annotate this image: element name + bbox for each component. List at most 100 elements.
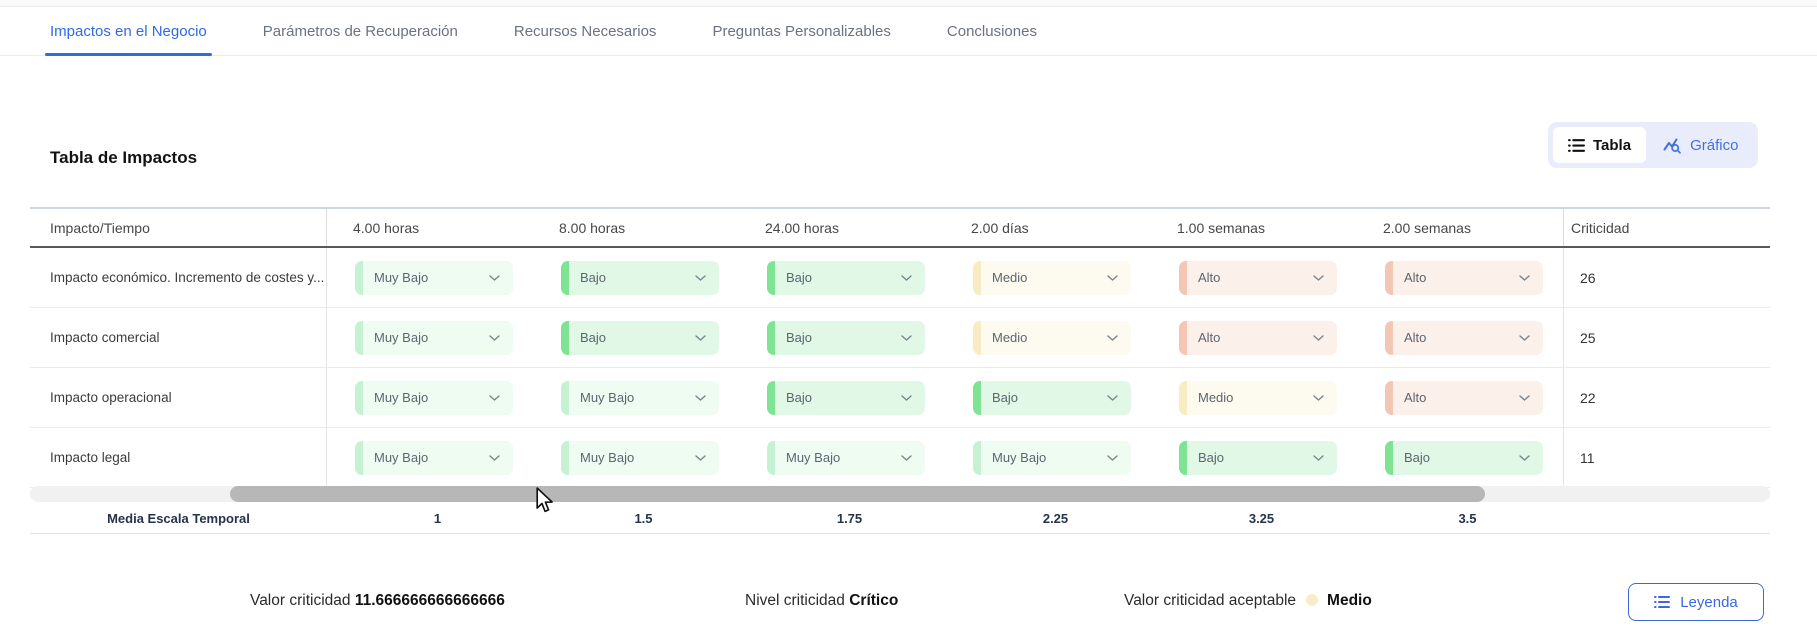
chevron-down-icon [1519,454,1530,461]
leyenda-label: Leyenda [1680,593,1738,611]
impact-level-value: Muy Bajo [374,450,429,465]
summary-label: Media Escala Temporal [107,510,250,526]
impact-level-select[interactable]: Medio [973,320,1131,355]
impact-level-select[interactable]: Bajo [767,380,925,415]
impact-level-select[interactable]: Muy Bajo [355,380,513,415]
criticidad-value: 11 [1563,428,1770,487]
chevron-down-icon [901,274,912,281]
col-header-2d: 2.00 días [971,219,1029,236]
impact-level-select[interactable]: Bajo [561,320,719,355]
criticidad-aceptable-stat: Valor criticidad aceptable Medio [1124,592,1372,610]
horizontal-scrollbar[interactable] [30,486,1770,502]
valor-criticidad-label: Valor criticidad [250,592,351,609]
chevron-down-icon [1519,394,1530,401]
impact-level-value: Muy Bajo [374,270,429,285]
leyenda-button[interactable]: Leyenda [1628,583,1764,621]
impact-level-value: Muy Bajo [786,450,841,465]
impact-row-label: Impacto legal [30,428,327,487]
chevron-down-icon [901,454,912,461]
impact-level-select[interactable]: Alto [1385,320,1543,355]
impact-level-select[interactable]: Bajo [561,260,719,295]
chart-view-button[interactable]: Gráfico [1648,127,1753,163]
impact-level-select[interactable]: Muy Bajo [355,320,513,355]
tab-impactos-en-el-negocio[interactable]: Impactos en el Negocio [45,7,212,56]
impact-level-select[interactable]: Bajo [973,380,1131,415]
table-header-row: Impacto/Tiempo 4.00 horas 8.00 horas 24.… [30,207,1770,248]
nivel-criticidad-label: Nivel criticidad [745,592,845,609]
impact-level-value: Bajo [580,270,607,285]
table-row: Impacto legal Muy Bajo Muy Bajo Muy Bajo… [30,428,1770,488]
chevron-down-icon [489,334,500,341]
chevron-down-icon [1313,394,1324,401]
impact-level-value: Bajo [786,390,813,405]
nivel-criticidad-value: Crítico [849,592,899,609]
tab-recursos-necesarios[interactable]: Recursos Necesarios [513,22,657,40]
scrollbar-thumb[interactable] [230,486,1485,502]
table-row: Impacto económico. Incremento de costes … [30,248,1770,308]
summary-value: 1 [433,510,442,526]
impact-level-select[interactable]: Muy Bajo [973,440,1131,475]
chevron-down-icon [901,394,912,401]
col-header-2w: 2.00 semanas [1383,219,1471,236]
impact-level-value: Alto [1404,390,1427,405]
impact-level-value: Muy Bajo [580,390,635,405]
chart-view-label: Gráfico [1690,136,1739,154]
impact-level-select[interactable]: Muy Bajo [355,440,513,475]
col-header-1w: 1.00 semanas [1177,219,1265,236]
impact-level-value: Bajo [786,330,813,345]
impact-level-value: Muy Bajo [580,450,635,465]
chevron-down-icon [1107,454,1118,461]
chevron-down-icon [489,454,500,461]
chevron-down-icon [695,334,706,341]
criticidad-value: 26 [1563,248,1770,307]
impact-level-select[interactable]: Bajo [1385,440,1543,475]
chevron-down-icon [1519,334,1530,341]
chevron-down-icon [1313,274,1324,281]
summary-value: 3.25 [1248,510,1275,526]
col-header-impacto-tiempo: Impacto/Tiempo [30,209,327,246]
impact-level-select[interactable]: Muy Bajo [561,380,719,415]
chevron-down-icon [695,454,706,461]
criticidad-value: 25 [1563,308,1770,367]
summary-value: 3.5 [1458,510,1477,526]
tab-parametros-de-recuperacion[interactable]: Parámetros de Recuperación [262,22,458,40]
impact-level-select[interactable]: Alto [1179,320,1337,355]
impact-level-select[interactable]: Bajo [767,260,925,295]
impact-level-select[interactable]: Bajo [1179,440,1337,475]
impact-level-select[interactable]: Muy Bajo [355,260,513,295]
impact-level-select[interactable]: Muy Bajo [561,440,719,475]
table-row: Impacto operacional Muy Bajo Muy Bajo Ba… [30,368,1770,428]
summary-value: 2.25 [1042,510,1069,526]
tab-preguntas-personalizables[interactable]: Preguntas Personalizables [712,22,891,40]
impact-level-select[interactable]: Medio [973,260,1131,295]
col-header-24h: 24.00 horas [765,219,839,236]
impact-level-select[interactable]: Alto [1179,260,1337,295]
impact-level-value: Alto [1198,330,1221,345]
media-escala-temporal-row: Media Escala Temporal 1 1.5 1.75 2.25 3.… [30,503,1770,534]
impact-row-label: Impacto comercial [30,308,327,367]
chevron-down-icon [1107,394,1118,401]
valor-criticidad-stat: Valor criticidad 11.666666666666666 [250,592,505,610]
impact-level-value: Alto [1404,330,1427,345]
chevron-down-icon [489,394,500,401]
table-view-button[interactable]: Tabla [1553,127,1647,163]
chevron-down-icon [489,274,500,281]
impact-level-select[interactable]: Medio [1179,380,1337,415]
page-title: Tabla de Impactos [50,148,198,167]
impact-level-value: Alto [1198,270,1221,285]
chevron-down-icon [1107,274,1118,281]
impact-level-value: Bajo [1404,450,1431,465]
impact-level-select[interactable]: Muy Bajo [767,440,925,475]
tab-conclusiones[interactable]: Conclusiones [946,22,1037,40]
chevron-down-icon [1107,334,1118,341]
nivel-criticidad-stat: Nivel criticidad Crítico [745,592,898,610]
impact-level-value: Muy Bajo [374,390,429,405]
impact-level-value: Muy Bajo [992,450,1047,465]
chevron-down-icon [695,394,706,401]
impact-level-select[interactable]: Alto [1385,260,1543,295]
chevron-down-icon [1313,334,1324,341]
impact-level-select[interactable]: Bajo [767,320,925,355]
summary-value: 1.5 [634,510,653,526]
valor-criticidad-value: 11.666666666666666 [354,592,505,609]
impact-level-select[interactable]: Alto [1385,380,1543,415]
